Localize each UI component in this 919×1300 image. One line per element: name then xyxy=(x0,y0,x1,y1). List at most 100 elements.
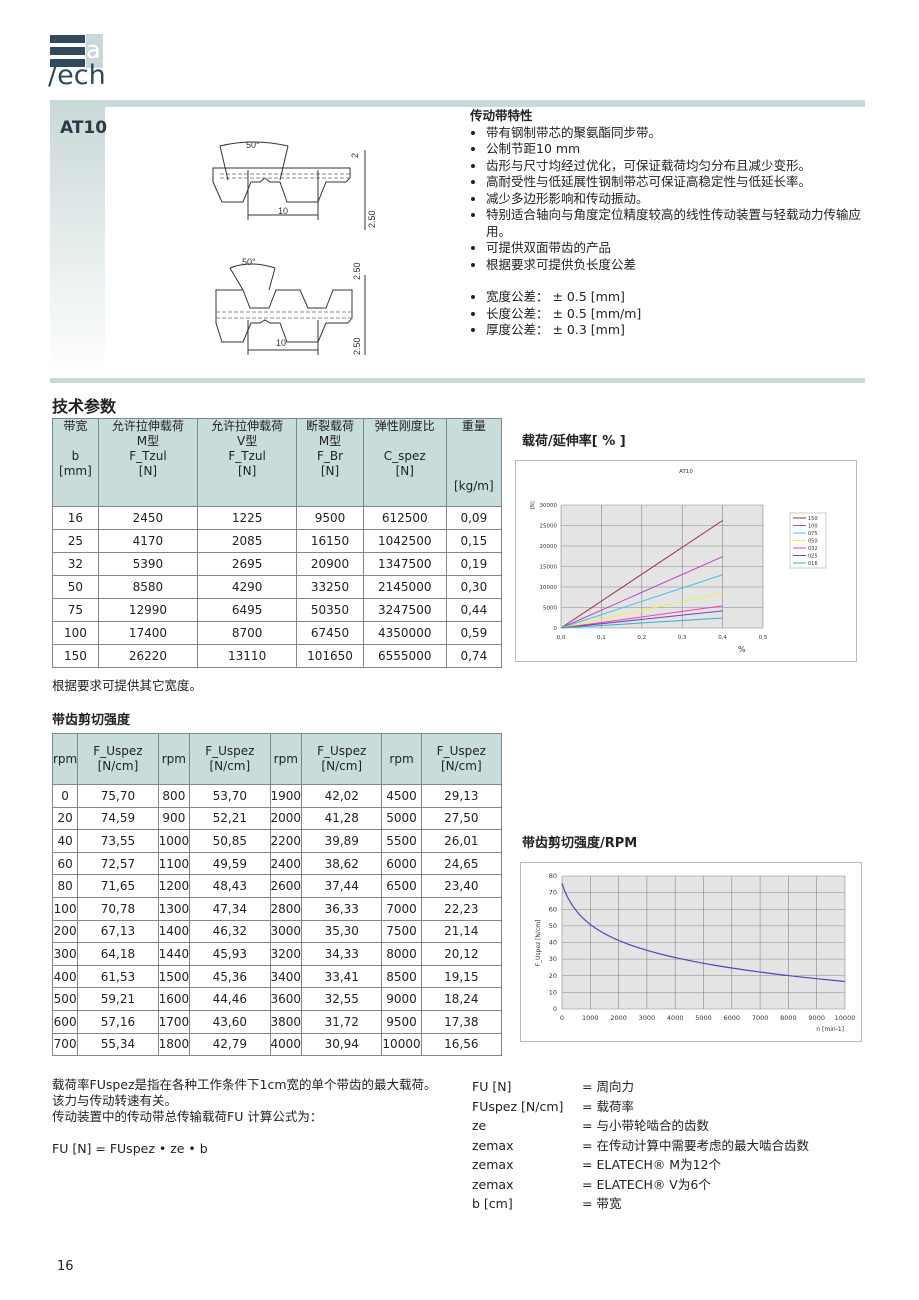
y-tick-label: 25000 xyxy=(540,524,558,530)
table-cell: 4170 xyxy=(97,529,199,553)
table-cell: 42,02 xyxy=(301,784,383,808)
table-cell: 57,16 xyxy=(77,1009,159,1034)
table-cell: 8000 xyxy=(381,942,422,966)
x-tick-label: 3000 xyxy=(639,1014,656,1022)
table-cell: 29,13 xyxy=(420,784,503,808)
explain-speed: 该力与传动转速有关。 xyxy=(52,1093,178,1108)
symbol: ze xyxy=(472,1118,487,1133)
series-line-050 xyxy=(560,592,723,629)
legend-row: FUspez [N/cm] = 载荷率 xyxy=(472,1097,872,1117)
y-tick-label: 15000 xyxy=(540,565,558,571)
feature-item: 减少多边形影响和传动振动。 xyxy=(486,191,870,208)
table-cell: 2600 xyxy=(269,874,303,898)
logo-ech: ech xyxy=(57,60,106,91)
table-cell: 24,65 xyxy=(420,851,503,876)
table-cell: 1200 xyxy=(157,874,191,898)
column-header: F_Uspez [N/cm] xyxy=(77,733,159,785)
explain-formula-intro: 传动装置中的传动带总传输载荷FU 计算公式为： xyxy=(52,1109,323,1124)
table-cell: 800 xyxy=(157,784,191,808)
x-axis-label: n [min-1] xyxy=(816,1026,844,1033)
table-cell: 49,59 xyxy=(189,851,271,876)
table-cell: 37,44 xyxy=(301,874,383,898)
table-cell: 12990 xyxy=(97,598,199,622)
symbol-meaning: = ELATECH® V为6个 xyxy=(582,1176,711,1192)
y-axis-label: [N] xyxy=(530,501,536,509)
table-cell: 7000 xyxy=(381,896,422,921)
table-cell: 3400 xyxy=(269,964,303,989)
table-cell: 42,79 xyxy=(189,1032,271,1057)
tolerance-item: 宽度公差： ± 0.5 [mm] xyxy=(486,289,870,306)
table-cell: 20900 xyxy=(296,552,364,576)
table-cell: 6555000 xyxy=(362,644,447,668)
table-cell: 0,09 xyxy=(445,506,503,530)
table-row: 32 5390 2695 20900 1347500 0,19 xyxy=(52,552,503,576)
table-cell: 0,59 xyxy=(445,621,503,645)
table-cell: 3600 xyxy=(269,987,303,1011)
table-cell: 4000 xyxy=(269,1032,303,1057)
legend-label: 100 xyxy=(808,524,818,530)
load-elongation-chart: 0,0 0,1 0,2 0,3 0,4 0,5 0 5000 10000 15000 20000 25… xyxy=(515,460,857,662)
table-cell: 8500 xyxy=(381,964,422,989)
column-header: 断裂载荷 M型 F_Br [N] xyxy=(296,418,364,507)
table-cell: 1900 xyxy=(269,784,303,808)
angle-label: 50° xyxy=(246,140,260,150)
feature-item: 带有钢制带芯的聚氨酯同步带。 xyxy=(486,125,870,142)
table-cell: 13110 xyxy=(197,644,298,668)
table-cell: 41,28 xyxy=(301,806,383,831)
table-cell: 1700 xyxy=(157,1009,191,1034)
table-row: 0 75,70 800 53,70 1900 42,02 4500 29,13 xyxy=(51,784,503,808)
table-cell: 3200 xyxy=(269,942,303,966)
table-cell: 53,70 xyxy=(189,784,271,808)
tech-note: 根据要求可提供其它宽度。 xyxy=(52,678,203,693)
table-row: 600 57,16 1700 43,60 3800 31,72 9500 17,38 xyxy=(51,1009,503,1034)
column-header: 允许拉伸载荷 M型 F_Tzul [N] xyxy=(97,418,199,507)
symbol-meaning: = 周向力 xyxy=(582,1079,634,1094)
table-cell: 2200 xyxy=(269,829,303,853)
table-cell: 50,85 xyxy=(189,829,271,853)
legend-label: 075 xyxy=(808,531,818,537)
table-cell: 45,36 xyxy=(189,964,271,989)
pitch-label: 10 xyxy=(278,206,288,216)
shear-rpm-chart: 0 1000 2000 3000 4000 5000 6000 7000 8000 9000 100… xyxy=(520,862,862,1042)
table-cell: 1042500 xyxy=(362,529,447,553)
table-cell: 33250 xyxy=(296,575,364,599)
symbol: b [cm] xyxy=(472,1196,513,1211)
x-tick-label: 0,0 xyxy=(557,635,566,641)
table-cell: 50 xyxy=(52,575,99,599)
symbol: zemax xyxy=(472,1137,514,1153)
table-cell: 17,38 xyxy=(420,1009,503,1034)
pitch-label-2: 10 xyxy=(276,338,286,348)
table-cell: 61,53 xyxy=(77,964,159,989)
table-cell: 1500 xyxy=(157,964,191,989)
table-cell: 300 xyxy=(51,942,79,966)
table-cell: 45,93 xyxy=(189,942,271,966)
table-row: 40 73,55 1000 50,85 2200 39,89 5500 26,01 xyxy=(51,829,503,853)
side-gradient xyxy=(50,100,105,375)
table-cell: 55,34 xyxy=(77,1032,159,1057)
column-header: F_Uspez [N/cm] xyxy=(301,733,383,785)
table-cell: 70,78 xyxy=(77,896,159,921)
table-row: 25 4170 2085 16150 1042500 0,15 xyxy=(52,529,503,553)
table-cell: 1100 xyxy=(157,851,191,876)
header-row: rpm F_Uspez [N/cm] rpm F_Uspez [N/cm] rpm F_U… xyxy=(51,733,503,785)
table-cell: 16,56 xyxy=(420,1032,503,1057)
chart1-heading: 载荷/延伸率[ % ] xyxy=(522,434,626,449)
symbol-meaning: = 载荷率 xyxy=(582,1098,634,1114)
table-cell: 100 xyxy=(51,896,79,921)
table-cell: 2695 xyxy=(197,552,298,576)
header-row: 带宽 b [mm] 允许拉伸载荷 M型 F_Tzul [N] 允许拉伸载荷 V型 F… xyxy=(52,418,503,507)
legend-row: zemax = ELATECH® V为6个 xyxy=(472,1175,872,1195)
x-tick-label: 0,2 xyxy=(637,635,646,641)
column-header: rpm xyxy=(381,733,422,785)
table-cell: 73,55 xyxy=(77,829,159,853)
table-cell: 16150 xyxy=(296,529,364,553)
y-axis-label: F_Uspez [N/cm] xyxy=(535,920,542,967)
table-cell: 34,33 xyxy=(301,942,383,966)
table-cell: 59,21 xyxy=(77,987,159,1011)
y-tick-label: 30000 xyxy=(540,503,558,509)
x-tick-label: 8000 xyxy=(780,1014,797,1022)
table-cell: 101650 xyxy=(296,644,364,668)
column-header: rpm xyxy=(269,733,303,785)
tolerance-item: 长度公差： ± 0.5 [mm/m] xyxy=(486,306,870,323)
table-cell: 32 xyxy=(52,552,99,576)
